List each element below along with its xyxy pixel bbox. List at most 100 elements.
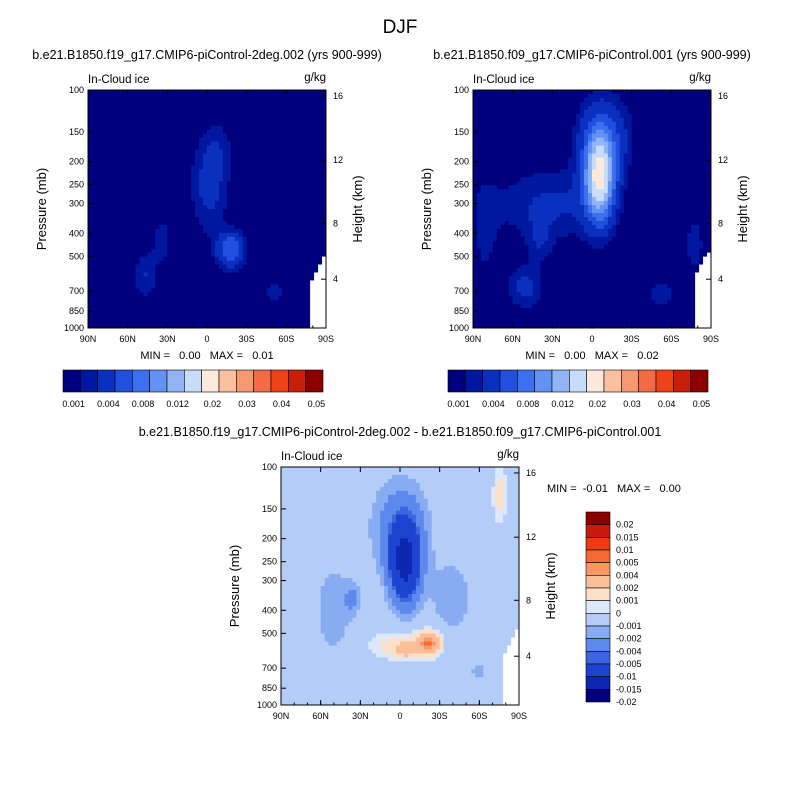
contour-cell <box>179 101 184 107</box>
contour-cell <box>107 284 113 289</box>
contour-cell <box>282 197 287 202</box>
contour-cell <box>524 308 529 313</box>
contour-cell <box>282 220 287 226</box>
contour-cell <box>183 169 188 174</box>
contour-cell <box>278 276 283 281</box>
contour-cell <box>103 161 109 166</box>
contour-cell <box>203 209 208 214</box>
contour-cell <box>199 197 204 202</box>
contour-cell <box>238 316 244 321</box>
contour-cell <box>242 173 248 178</box>
contour-cell <box>532 224 537 230</box>
contour-cell <box>119 272 125 277</box>
contour-cell <box>322 292 327 297</box>
contour-cell <box>266 244 271 250</box>
contour-cell <box>115 320 121 325</box>
contour-cell <box>199 121 204 127</box>
contour-cell <box>318 280 323 285</box>
contour-cell <box>266 153 271 158</box>
contour-cell <box>536 181 541 186</box>
contour-cell <box>476 316 482 321</box>
contour-cell <box>254 105 259 111</box>
contour-cell <box>508 105 514 111</box>
contour-cell <box>512 248 518 254</box>
contour-cell <box>266 129 271 135</box>
contour-cell <box>88 109 93 115</box>
contour-cell <box>310 236 315 242</box>
contour-cell <box>500 212 506 218</box>
contour-cell <box>187 201 192 206</box>
contour-cell <box>270 109 275 115</box>
contour-cell <box>556 90 561 95</box>
contour-cell <box>322 137 327 142</box>
contour-cell <box>139 173 144 178</box>
contour-cell <box>195 276 200 281</box>
contour-cell <box>159 133 164 138</box>
contour-cell <box>222 268 228 273</box>
contour-cell <box>143 97 148 103</box>
contour-cell <box>528 240 533 246</box>
contour-cell <box>314 284 319 289</box>
contour-cell <box>310 256 315 261</box>
contour-cell <box>500 133 506 138</box>
contour-cell <box>516 212 521 218</box>
contour-cell <box>480 117 486 123</box>
contour-cell <box>278 220 283 226</box>
contour-cell <box>234 105 240 111</box>
contour-cell <box>210 216 216 222</box>
contour-cell <box>556 244 561 250</box>
contour-cell <box>119 90 125 95</box>
contour-cell <box>179 193 184 198</box>
contour-cell <box>187 228 192 234</box>
contour-cell <box>306 121 311 127</box>
contour-cell <box>151 212 156 218</box>
contour-cell <box>234 304 240 309</box>
contour-cell <box>159 288 164 293</box>
contour-cell <box>298 260 303 265</box>
contour-cell <box>238 256 244 261</box>
contour-cell <box>246 137 252 142</box>
contour-cell <box>238 209 244 214</box>
contour-cell <box>242 252 248 257</box>
contour-cell <box>99 161 105 166</box>
contour-cell <box>254 129 259 135</box>
contour-cell <box>218 197 224 202</box>
contour-cell <box>282 109 287 115</box>
contour-cell <box>298 201 303 206</box>
contour-cell <box>480 209 486 214</box>
contour-cell <box>214 300 220 305</box>
contour-cell <box>250 320 255 325</box>
contour-cell <box>123 173 129 178</box>
contour-cell <box>139 320 144 325</box>
contour-cell <box>195 288 200 293</box>
contour-cell <box>480 296 486 301</box>
contour-cell <box>492 268 498 273</box>
contour-cell <box>226 260 232 265</box>
contour-cell <box>520 189 525 194</box>
contour-cell <box>310 153 315 158</box>
contour-cell <box>540 153 545 158</box>
contour-cell <box>214 161 220 166</box>
contour-cell <box>278 197 283 202</box>
contour-cell <box>95 248 101 254</box>
contour-cell <box>139 165 144 170</box>
contour-cell <box>183 109 188 115</box>
contour-cell <box>544 316 549 321</box>
contour-cell <box>175 292 180 297</box>
contour-cell <box>151 300 156 305</box>
contour-cell <box>203 288 208 293</box>
contour-cell <box>532 90 537 95</box>
contour-cell <box>203 292 208 297</box>
contour-cell <box>119 173 125 178</box>
contour-cell <box>560 316 565 321</box>
contour-cell <box>310 145 315 150</box>
contour-cell <box>167 189 172 194</box>
contour-cell <box>318 264 323 269</box>
contour-cell <box>290 101 295 107</box>
contour-cell <box>484 288 490 293</box>
contour-cell <box>318 292 323 297</box>
contour-cell <box>230 93 236 99</box>
contour-cell <box>488 117 494 123</box>
contour-cell <box>250 185 255 190</box>
contour-cell <box>302 121 307 127</box>
